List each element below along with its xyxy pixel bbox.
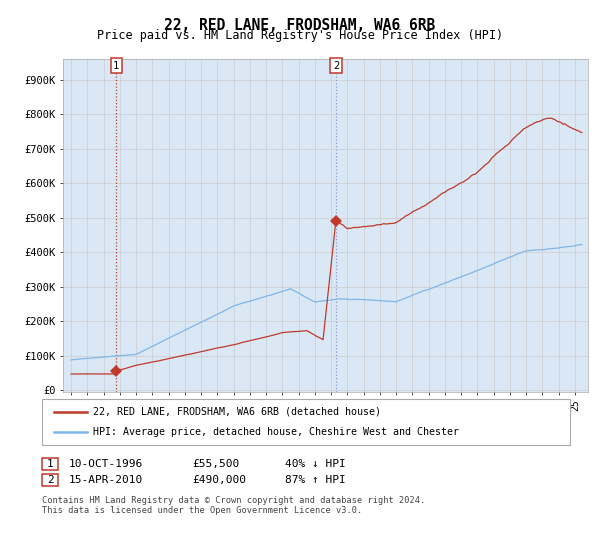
Text: 22, RED LANE, FRODSHAM, WA6 6RB: 22, RED LANE, FRODSHAM, WA6 6RB bbox=[164, 18, 436, 33]
Text: 87% ↑ HPI: 87% ↑ HPI bbox=[285, 475, 346, 485]
Text: 10-OCT-1996: 10-OCT-1996 bbox=[69, 459, 143, 469]
Text: 22, RED LANE, FRODSHAM, WA6 6RB (detached house): 22, RED LANE, FRODSHAM, WA6 6RB (detache… bbox=[93, 407, 381, 417]
Text: 15-APR-2010: 15-APR-2010 bbox=[69, 475, 143, 485]
Text: HPI: Average price, detached house, Cheshire West and Chester: HPI: Average price, detached house, Ches… bbox=[93, 427, 459, 437]
Text: Price paid vs. HM Land Registry's House Price Index (HPI): Price paid vs. HM Land Registry's House … bbox=[97, 29, 503, 42]
Text: 40% ↓ HPI: 40% ↓ HPI bbox=[285, 459, 346, 469]
Text: 1: 1 bbox=[47, 459, 53, 469]
Text: £55,500: £55,500 bbox=[192, 459, 239, 469]
Text: 2: 2 bbox=[47, 475, 53, 485]
Text: £490,000: £490,000 bbox=[192, 475, 246, 485]
Text: 1: 1 bbox=[113, 60, 119, 71]
Text: 2: 2 bbox=[333, 60, 339, 71]
Text: Contains HM Land Registry data © Crown copyright and database right 2024.
This d: Contains HM Land Registry data © Crown c… bbox=[42, 496, 425, 515]
